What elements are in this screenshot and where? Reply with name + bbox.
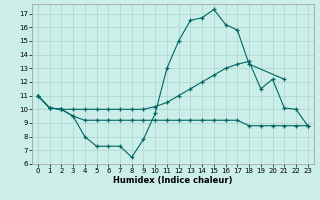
X-axis label: Humidex (Indice chaleur): Humidex (Indice chaleur) — [113, 176, 233, 185]
